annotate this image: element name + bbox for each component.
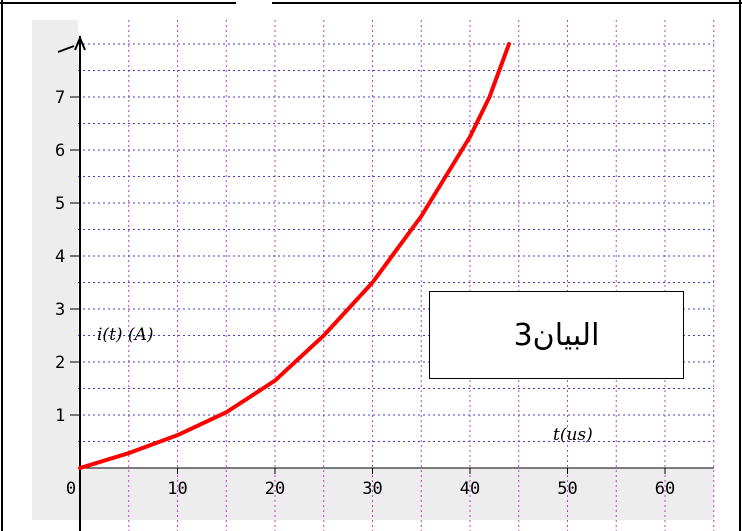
plot-area	[78, 20, 714, 468]
annotation-box: البيان3	[429, 291, 684, 379]
data-point	[468, 135, 472, 139]
x-tick-label: 60	[655, 479, 675, 499]
grid	[78, 20, 715, 531]
data-point	[322, 334, 326, 337]
y-tick-label: 7	[55, 88, 65, 108]
x-tick-label: 30	[362, 479, 382, 499]
x-tick-label: 0	[66, 479, 76, 499]
y-tick-label: 4	[55, 247, 65, 267]
x-tick-label: 10	[167, 479, 187, 499]
y-axis-arrow-mark	[57, 45, 75, 53]
data-point	[419, 214, 423, 218]
y-tick-label: 1	[55, 406, 65, 426]
y-axis-arrow	[74, 35, 86, 51]
data-point	[127, 451, 131, 455]
x-tick-label: 20	[265, 479, 285, 499]
y-tick-label: 2	[55, 353, 65, 373]
data-point	[78, 466, 82, 470]
data-point	[507, 42, 511, 46]
annotation-text: البيان3	[513, 317, 600, 353]
axes	[57, 35, 714, 531]
data-point	[224, 410, 228, 414]
y-axis-gutter	[32, 20, 78, 520]
series-layer	[78, 42, 511, 470]
y-tick-label: 6	[55, 141, 65, 161]
y-tick-label: 5	[55, 194, 65, 214]
x-tick-label: 40	[460, 479, 480, 499]
data-point	[176, 433, 179, 437]
x-tick-label: 50	[557, 479, 577, 499]
data-point	[488, 95, 491, 99]
tick-labels: 1 2 3 4 5 6 7 0 10 20 30 40 50 60	[55, 88, 675, 499]
data-point	[371, 281, 374, 284]
y-axis-label: i(t) (A)	[97, 325, 153, 345]
y-tick-label: 3	[55, 300, 65, 320]
x-axis-label: t(us)	[553, 425, 593, 445]
data-point	[273, 379, 277, 383]
